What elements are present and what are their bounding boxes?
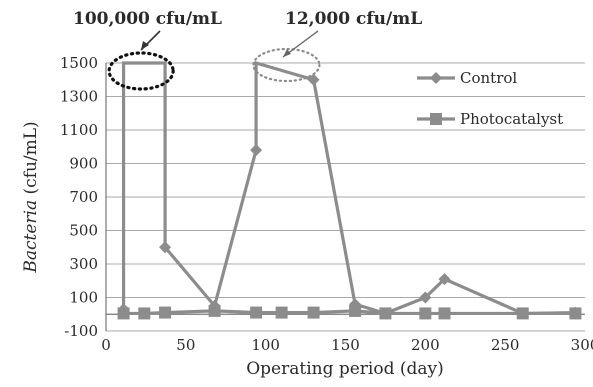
y-axis-title-rest: (cfu/mL) <box>21 121 41 200</box>
annotation-arrowhead-black <box>141 41 149 50</box>
data-point-control <box>117 303 130 316</box>
annotation-arrowhead-gray <box>283 49 291 57</box>
x-tick-label: 50 <box>176 336 195 354</box>
legend-marker <box>430 113 442 125</box>
x-tick-label: 150 <box>331 336 360 354</box>
grid-layer <box>106 62 585 332</box>
data-point-photocatalyst <box>349 304 362 317</box>
series-layer <box>117 60 582 320</box>
annotation-label-100000: 100,000 cfu/mL <box>73 9 222 29</box>
x-tick-label: 200 <box>411 336 440 354</box>
legend: Control Photocatalyst <box>417 69 563 128</box>
data-point-control <box>516 307 529 320</box>
y-tick-label: 1300 <box>60 88 98 106</box>
annotation-ellipse-gray <box>252 47 321 83</box>
series-line-control <box>121 60 576 316</box>
legend-label: Photocatalyst <box>460 110 563 128</box>
data-point-control <box>250 144 263 157</box>
x-tick-label: 300 <box>571 336 593 354</box>
y-tick-label: 100 <box>69 289 98 307</box>
data-point-photocatalyst <box>419 307 432 320</box>
y-tick-label: 300 <box>69 255 98 273</box>
x-tick-label: 0 <box>101 336 111 354</box>
data-point-control <box>349 298 362 311</box>
data-point-control <box>159 241 172 254</box>
data-point-photocatalyst <box>307 306 320 319</box>
x-axis-title: Operating period (day) <box>246 359 444 379</box>
legend-label: Control <box>460 69 517 87</box>
legend-marker <box>430 72 442 84</box>
data-point-photocatalyst <box>250 306 263 319</box>
data-point-photocatalyst <box>138 307 151 320</box>
data-point-control <box>419 291 432 304</box>
axis-layer: -100 100 300 500 700 900 1100 1300 1500 0 50 100 150… <box>60 54 593 354</box>
y-tick-label: 700 <box>69 188 98 206</box>
annotation-ellipse-black <box>107 51 175 91</box>
data-point-photocatalyst <box>159 306 172 319</box>
x-tick-label: 250 <box>491 336 520 354</box>
data-point-control <box>569 306 582 319</box>
y-tick-label: 1500 <box>60 54 98 72</box>
y-tick-label: 500 <box>69 222 98 240</box>
x-tick-label: 100 <box>251 336 280 354</box>
legend-item-photocatalyst: Photocatalyst <box>417 110 563 128</box>
annotation-layer: 100,000 cfu/mL 12,000 cfu/mL <box>73 9 422 91</box>
y-tick-label: 1100 <box>60 121 98 139</box>
data-point-control <box>438 273 451 286</box>
y-tick-label: 900 <box>69 155 98 173</box>
data-point-photocatalyst <box>275 306 288 319</box>
y-axis-title: Bacteria (cfu/mL) <box>21 121 41 273</box>
data-point-photocatalyst <box>438 307 451 320</box>
series-control <box>117 60 582 320</box>
data-point-control <box>379 307 392 320</box>
y-axis-title-italic: Bacteria <box>21 200 41 274</box>
annotation-label-12000: 12,000 cfu/mL <box>285 9 422 29</box>
data-point-control <box>208 299 221 312</box>
y-tick-label: -100 <box>64 322 98 340</box>
legend-item-control: Control <box>417 69 517 87</box>
